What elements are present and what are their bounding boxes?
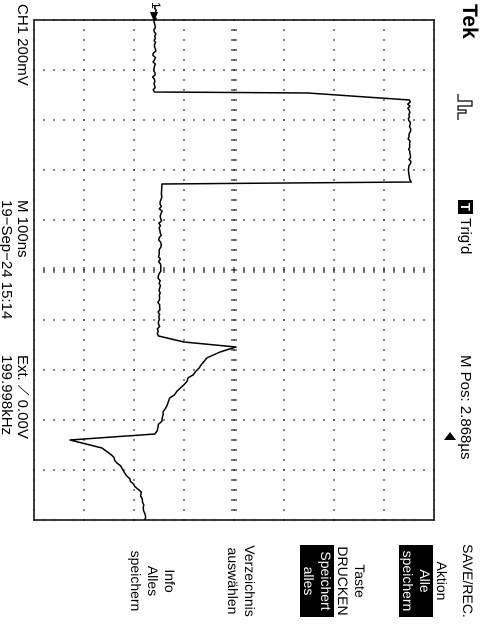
select-directory-button[interactable]: Verzeichnis auswählen	[224, 522, 258, 640]
graticule-grid	[33, 19, 435, 521]
print-button-menu-button[interactable]: Taste DRUCKEN Speichert alles	[300, 522, 368, 640]
date-time: 19−Sep−24 15:14	[0, 200, 15, 320]
trigger-setting: Ext. ⟋ 0.00V	[14, 355, 31, 439]
directory-label-1: Verzeichnis	[242, 545, 258, 617]
action-label: Aktion	[434, 561, 450, 601]
print-label-1: Taste	[352, 564, 368, 598]
print-label-2: DRUCKEN	[335, 546, 351, 616]
info-label-2: Alles	[145, 565, 161, 597]
directory-label-2: auswählen	[225, 547, 241, 615]
action-value: Alle speichern	[399, 544, 433, 618]
timebase-readout: M 100ns	[14, 200, 31, 258]
frequency-readout: 199.998kHz	[0, 355, 15, 436]
trigger-position-arrow-icon	[444, 432, 456, 440]
info-label-1: Info	[162, 569, 178, 593]
channel-marker-arrow-icon	[150, 12, 158, 22]
channel-marker: 1	[149, 2, 163, 9]
action-menu-button[interactable]: Aktion Alle speichern	[399, 522, 450, 640]
info-label-3: speichern	[128, 550, 144, 612]
channel-scale: CH1 200mV	[14, 4, 31, 86]
ch1-waveform-trace	[69, 5, 413, 521]
save-all-info-button[interactable]: Info Alles speichern	[127, 522, 178, 640]
menu-title: SAVE/REC.	[460, 544, 476, 618]
print-value: Speichert alles	[300, 545, 334, 617]
